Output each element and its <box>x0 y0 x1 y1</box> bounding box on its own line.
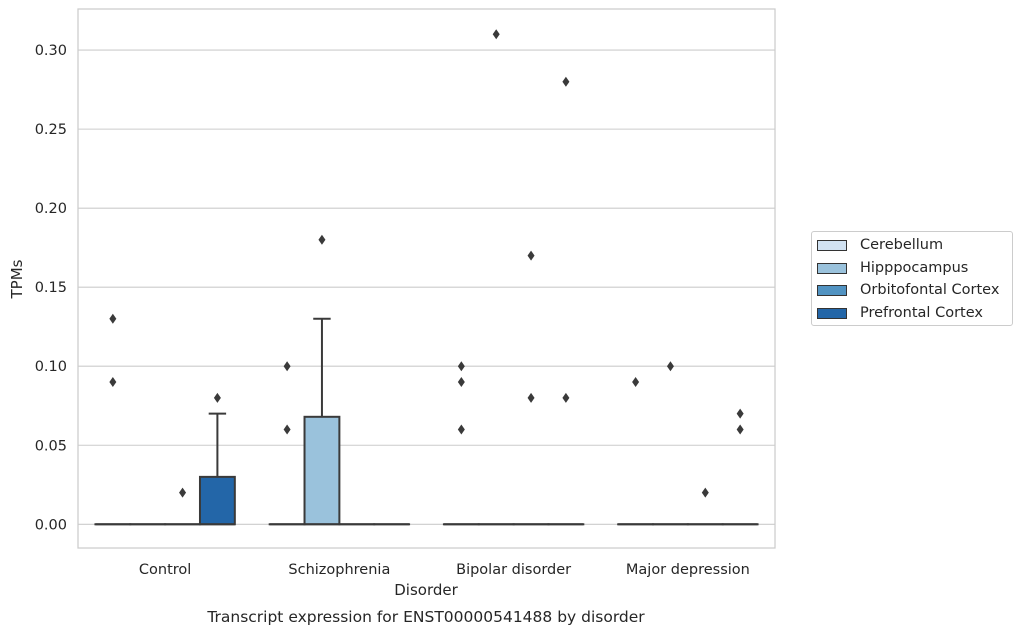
legend-label: Orbitofontal Cortex <box>860 282 1000 298</box>
box-rect <box>198 475 236 526</box>
outlier-point <box>283 361 291 372</box>
legend-item-hippocampus: Hipppocampus <box>817 259 968 277</box>
outlier-point <box>283 424 291 435</box>
legend-label: Hipppocampus <box>860 260 969 276</box>
outlier-point <box>457 424 465 435</box>
box-1-1 <box>303 317 341 526</box>
y-tick-label: 0.15 <box>35 280 67 296</box>
y-axis-label: TPMs <box>8 259 26 299</box>
outlier-point <box>527 250 535 261</box>
y-tick-label: 0.10 <box>35 359 67 375</box>
outlier-point <box>457 377 465 388</box>
legend-swatch <box>817 284 847 296</box>
outlier-point <box>562 76 570 87</box>
box-3-0 <box>198 412 236 526</box>
legend-item-cerebellum: Cerebellum <box>817 236 943 254</box>
plot-area <box>77 8 776 549</box>
outlier-point <box>562 392 570 403</box>
box-series <box>94 317 759 526</box>
outlier-point <box>318 234 326 245</box>
y-tick-label: 0.20 <box>35 201 67 217</box>
x-tick-label: Bipolar disorder <box>456 562 571 578</box>
outlier-point <box>109 313 117 324</box>
x-tick-label: Major depression <box>626 562 750 578</box>
y-tick-label: 0.05 <box>35 438 67 454</box>
legend-label: Prefrontal Cortex <box>860 305 983 321</box>
x-axis-label: Disorder <box>394 581 458 599</box>
outlier-point <box>632 377 640 388</box>
box-rect <box>303 415 341 526</box>
legend-swatch <box>817 262 847 274</box>
outlier-point <box>736 408 744 419</box>
legend: Cerebellum Hipppocampus Orbitofontal Cor… <box>811 231 1013 326</box>
outlier-point <box>109 377 117 388</box>
chart-title: Transcript expression for ENST0000054148… <box>206 608 645 626</box>
x-axis-ticks: Control Schizophrenia Bipolar disorder Majo… <box>139 562 750 578</box>
y-tick-label: 0.30 <box>35 43 67 59</box>
outlier-point <box>701 487 709 498</box>
legend-swatch <box>817 239 847 251</box>
y-tick-label: 0.25 <box>35 122 67 138</box>
x-tick-label: Control <box>139 562 191 578</box>
legend-item-orbitofrontal-cortex: Orbitofontal Cortex <box>817 281 999 299</box>
legend-label: Cerebellum <box>860 237 944 253</box>
outlier-point <box>213 392 221 403</box>
x-tick-label: Schizophrenia <box>288 562 390 578</box>
y-tick-label: 0.00 <box>35 517 67 533</box>
outlier-point <box>736 424 744 435</box>
legend-item-prefrontal-cortex: Prefrontal Cortex <box>817 304 983 322</box>
outlier-point <box>457 361 465 372</box>
outlier-points <box>109 29 744 498</box>
outlier-point <box>179 487 187 498</box>
outlier-point <box>492 29 500 40</box>
outlier-point <box>666 361 674 372</box>
outlier-point <box>527 392 535 403</box>
legend-swatch <box>817 307 847 319</box>
y-axis-ticks: 0.00 0.05 0.10 0.15 0.20 0.25 0.30 <box>35 43 67 533</box>
